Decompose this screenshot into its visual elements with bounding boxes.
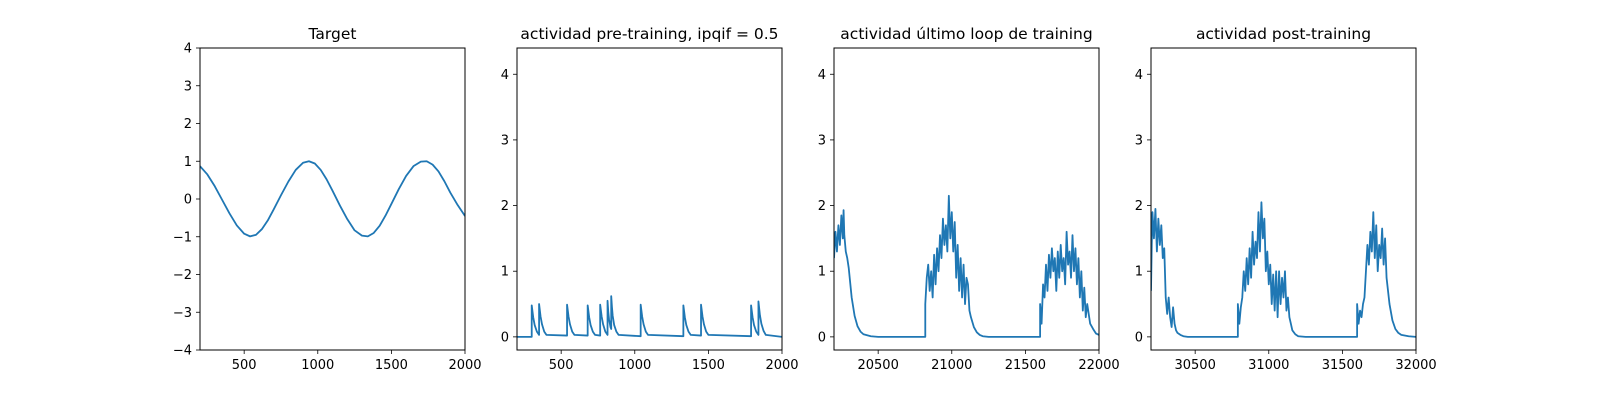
x-tick-label: 22000	[1078, 358, 1119, 373]
y-tick-label: 3	[501, 133, 509, 148]
x-tick-label: 1500	[692, 358, 725, 373]
y-tick-label: −3	[173, 306, 192, 321]
x-tick-label: 500	[549, 358, 574, 373]
axes-frame	[833, 47, 1100, 351]
panel-title: actividad post-training	[1196, 25, 1371, 43]
series-line-1-1	[200, 160, 465, 238]
y-tick-label: 2	[184, 117, 192, 132]
y-tick-label: 1	[818, 265, 826, 280]
y-tick-label: 3	[818, 133, 826, 148]
x-tick-label: 32000	[1395, 358, 1436, 373]
series-line-2-1	[517, 295, 782, 338]
y-tick-label: 0	[818, 330, 826, 345]
panel-title: actividad pre-training, ipqif = 0.5	[520, 25, 778, 43]
axes-frame	[199, 47, 466, 351]
panel-title: Target	[308, 25, 357, 43]
x-tick-label: 1000	[618, 358, 651, 373]
y-tick-label: 0	[1135, 330, 1143, 345]
axes-frame	[516, 47, 783, 351]
series-line-4-1	[1151, 201, 1416, 338]
y-tick-label: 4	[184, 42, 192, 57]
x-tick-label: 21000	[931, 358, 972, 373]
chart-panel-3: 20500 21000 21500 22000 0 1 2 3 4 actividad últim…	[818, 25, 1120, 373]
y-tick-label: 0	[184, 193, 192, 208]
x-tick-label: 31500	[1322, 358, 1363, 373]
x-tick-label: 1500	[375, 358, 408, 373]
y-tick-label: 0	[501, 330, 509, 345]
x-tick-label: 30500	[1174, 358, 1215, 373]
x-tick-label: 2000	[765, 358, 798, 373]
axes-frame	[1150, 47, 1417, 351]
y-tick-label: −4	[173, 344, 192, 359]
y-tick-label: 3	[184, 79, 192, 94]
x-tick-label: 2000	[448, 358, 481, 373]
y-tick-label: −1	[173, 230, 192, 245]
y-tick-label: 4	[1135, 68, 1143, 83]
y-tick-label: 4	[818, 68, 826, 83]
y-tick-label: 1	[184, 155, 192, 170]
x-tick-label: 21500	[1005, 358, 1046, 373]
x-tick-label: 31000	[1248, 358, 1289, 373]
y-tick-label: 1	[501, 265, 509, 280]
panel-title: actividad último loop de training	[840, 25, 1092, 43]
x-tick-label: 500	[232, 358, 257, 373]
x-tick-label: 20500	[857, 358, 898, 373]
chart-panel-2: 500 1000 1500 2000 0 1 2 3 4 actividad pre-traini…	[501, 25, 799, 373]
y-tick-label: 3	[1135, 133, 1143, 148]
y-tick-label: 2	[1135, 199, 1143, 214]
y-tick-label: −2	[173, 268, 192, 283]
series-line-3-1	[834, 194, 1099, 338]
y-tick-label: 2	[501, 199, 509, 214]
y-tick-label: 1	[1135, 265, 1143, 280]
y-tick-label: 2	[818, 199, 826, 214]
y-tick-label: 4	[501, 68, 509, 83]
chart-panel-4: 30500 31000 31500 32000 0 1 2 3 4 actividad post-…	[1135, 25, 1437, 373]
chart-panel-1: 500 1000 1500 2000 −4 −3 −2 −1 0 1 2 3 4 Target	[173, 25, 482, 373]
x-tick-label: 1000	[301, 358, 334, 373]
